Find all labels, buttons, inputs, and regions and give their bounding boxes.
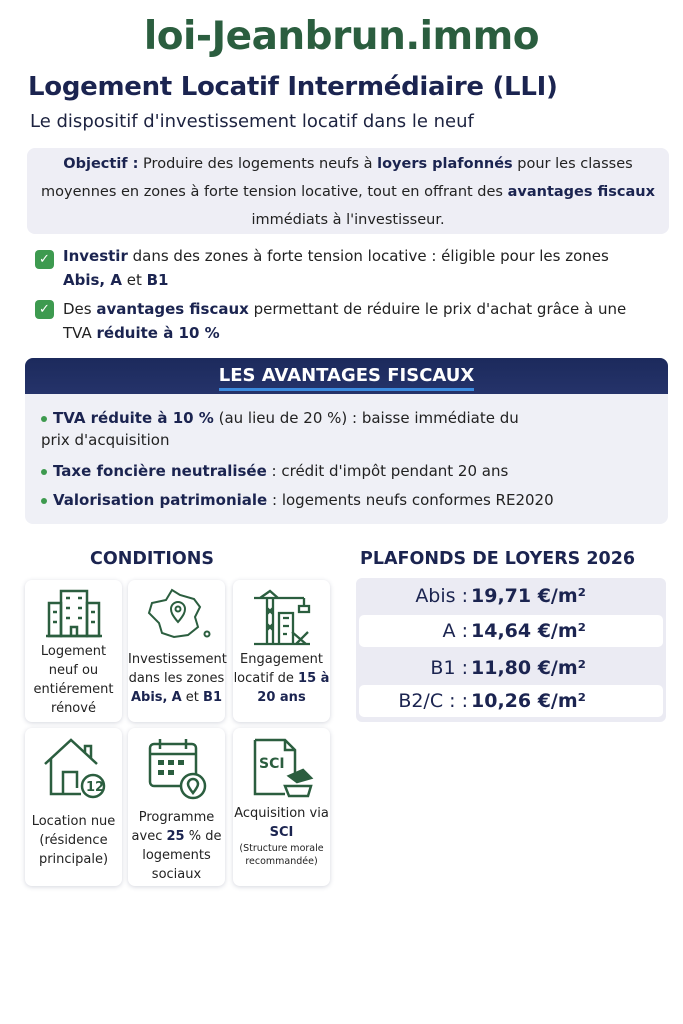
text: (au lieu de 20 %) : baisse immédiate du … bbox=[41, 409, 519, 449]
text: % de logements sociaux bbox=[142, 829, 222, 882]
text-bold: avantages fiscaux bbox=[507, 184, 655, 200]
zone-label: A : bbox=[442, 620, 468, 642]
rent-row: A :14,64 €/m² bbox=[359, 615, 663, 647]
text: et bbox=[181, 690, 204, 705]
text-bold: réduite à 10 % bbox=[96, 324, 220, 342]
card-text: Engagement locatif de 15 à 20 ans bbox=[233, 650, 330, 707]
rent-row: B1 :11,80 €/m² bbox=[359, 652, 663, 684]
conditions-title: CONDITIONS bbox=[90, 549, 214, 569]
rent-value: 19,71 €/m² bbox=[471, 585, 586, 607]
france-map-icon bbox=[147, 588, 210, 639]
advantages-header: LES AVANTAGES FISCAUX bbox=[25, 358, 668, 394]
condition-card: SCI Acquisition via SCI (Structure moral… bbox=[233, 728, 330, 886]
text: dans des zones à forte tension locative … bbox=[127, 247, 609, 265]
text: Investissement dans les zones bbox=[128, 652, 227, 686]
condition-card: Logement neuf ou entiérement rénové bbox=[25, 580, 122, 722]
zone-label: Abis : bbox=[415, 585, 468, 607]
page-title: Logement Locatif Intermédiaire (LLI) bbox=[28, 72, 558, 102]
text: : logements neufs conformes RE2020 bbox=[267, 491, 554, 509]
text-bold: 15 à 20 ans bbox=[257, 671, 330, 705]
card-text: Acquisition via SCI bbox=[233, 804, 330, 842]
house-12-icon: 12 bbox=[43, 738, 105, 799]
checkbox-icon: ✓ bbox=[35, 300, 54, 319]
text-bold: TVA réduite à 10 % bbox=[53, 409, 214, 427]
card-text: Logement neuf ou entiérement rénové bbox=[33, 644, 114, 716]
zone-label: B2/C : : bbox=[398, 690, 468, 712]
svg-text:SCI: SCI bbox=[259, 756, 285, 772]
condition-card: Programme avec 25 % de logements sociaux bbox=[128, 728, 225, 886]
bullet-icon bbox=[41, 497, 47, 504]
card-text: Investissement dans les zones Abis, A et… bbox=[128, 650, 227, 707]
text: Engagement locatif de bbox=[233, 652, 323, 686]
text-bold: Abis, bbox=[130, 690, 168, 705]
text-bold: avantages fiscaux bbox=[96, 300, 249, 318]
calendar-icon bbox=[148, 739, 206, 800]
rent-row: B2/C : :10,26 €/m² bbox=[359, 685, 663, 717]
text: immédiats à l'investisseur. bbox=[251, 212, 445, 228]
text: : crédit d'impôt pendant 20 ans bbox=[266, 462, 509, 480]
checkbox-icon: ✓ bbox=[35, 250, 54, 269]
sci-document-icon: SCI bbox=[253, 738, 313, 798]
rent-ceilings-table: Abis :19,71 €/m² A :14,64 €/m² B1 :11,80… bbox=[356, 578, 666, 722]
text: permettant de réduire le prix d'achat gr… bbox=[63, 300, 627, 342]
svg-text:12: 12 bbox=[86, 780, 104, 795]
text: pour les classes moyennes en zones à for… bbox=[41, 156, 633, 200]
objective-label: Objectif : bbox=[63, 156, 139, 172]
rents-title: PLAFONDS DE LOYERS 2026 bbox=[360, 549, 636, 569]
advantage-item: Taxe foncière neutralisée : crédit d'imp… bbox=[41, 460, 508, 482]
condition-card: 12 Location nue (résidence principale) bbox=[25, 728, 122, 886]
advantage-item: TVA réduite à 10 % (au lieu de 20 %) : b… bbox=[41, 407, 541, 451]
objective-box: Objectif : Produire des logements neufs … bbox=[27, 148, 669, 234]
card-text: Programme avec 25 % de logements sociaux bbox=[128, 808, 225, 884]
text-bold: 25 bbox=[166, 829, 185, 844]
card-text: Location nue (résidence principale) bbox=[31, 814, 116, 867]
check-item: Investir dans des zones à forte tension … bbox=[63, 244, 653, 292]
text-bold: Investir bbox=[63, 247, 128, 265]
card-note: (Structure morale recommandée) bbox=[239, 843, 324, 867]
bullet-icon bbox=[41, 468, 47, 475]
rent-row: Abis :19,71 €/m² bbox=[359, 580, 663, 612]
rent-value: 11,80 €/m² bbox=[471, 657, 586, 679]
rent-value: 14,64 €/m² bbox=[471, 620, 586, 642]
page-subtitle: Le dispositif d'investissement locatif d… bbox=[30, 111, 474, 132]
rent-value: 10,26 €/m² bbox=[471, 690, 586, 712]
text: Produire des logements neufs à bbox=[138, 156, 378, 172]
text-bold: loyers plafonnés bbox=[377, 156, 513, 172]
zone-label: B1 : bbox=[430, 657, 468, 679]
text-bold: B1 bbox=[203, 690, 223, 705]
text-bold: SCI bbox=[269, 825, 294, 840]
advantage-item: Valorisation patrimoniale : logements ne… bbox=[41, 489, 554, 511]
text: Des bbox=[63, 300, 97, 318]
text: Acquisition via bbox=[234, 806, 329, 821]
crane-icon bbox=[253, 589, 310, 646]
advantages-title: LES AVANTAGES FISCAUX bbox=[218, 365, 475, 391]
condition-card: Engagement locatif de 15 à 20 ans bbox=[233, 580, 330, 722]
condition-card: Investissement dans les zones Abis, A et… bbox=[128, 580, 227, 722]
text-bold: Valorisation patrimoniale bbox=[53, 491, 268, 509]
text-bold: B1 bbox=[146, 271, 169, 289]
text-bold: Abis, A bbox=[63, 271, 122, 289]
check-item: Des avantages fiscaux permettant de rédu… bbox=[63, 297, 653, 345]
text: et bbox=[121, 271, 147, 289]
text-bold: Taxe foncière neutralisée bbox=[53, 462, 267, 480]
bullet-icon bbox=[41, 415, 47, 422]
text: Programme avec bbox=[131, 810, 215, 844]
site-title: loi-Jeanbrun.immo bbox=[143, 14, 540, 59]
building-icon bbox=[45, 589, 102, 638]
text-bold: A bbox=[171, 690, 182, 705]
advantages-panel: LES AVANTAGES FISCAUX TVA réduite à 10 %… bbox=[25, 358, 668, 524]
